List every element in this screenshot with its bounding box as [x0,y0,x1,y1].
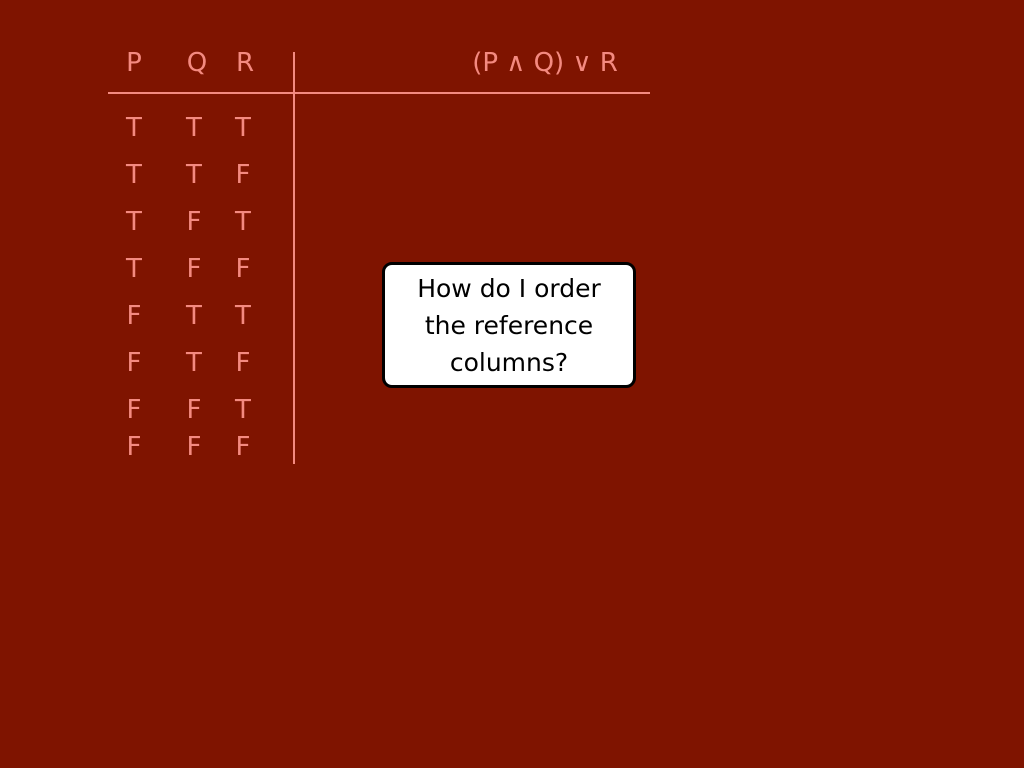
row-8-r: F [235,432,251,462]
row-4-r: F [235,254,251,284]
row-4-p: T [126,254,142,284]
row-1-p: T [126,113,142,143]
row-6-q: T [186,348,202,378]
row-8-q: F [186,432,202,462]
row-3-p: T [126,207,142,237]
header-q: Q [186,48,208,78]
header-r: R [235,48,255,78]
question-callout-text: How do I order the reference columns? [417,273,601,377]
row-1-r: T [235,113,251,143]
row-5-q: T [186,301,202,331]
header-divider [108,92,650,94]
row-8-p: F [126,432,142,462]
header-expression: (P ∧ Q) ∨ R [472,48,618,78]
question-callout: How do I order the reference columns? [382,262,636,388]
row-7-r: T [235,395,251,425]
row-2-q: T [186,160,202,190]
row-1-q: T [186,113,202,143]
row-7-p: F [126,395,142,425]
row-2-r: F [235,160,251,190]
row-4-q: F [186,254,202,284]
column-divider [293,52,295,464]
row-2-p: T [126,160,142,190]
row-6-r: F [235,348,251,378]
row-3-r: T [235,207,251,237]
row-3-q: F [186,207,202,237]
row-6-p: F [126,348,142,378]
row-5-p: F [126,301,142,331]
row-7-q: F [186,395,202,425]
header-p: P [126,48,142,78]
row-5-r: T [235,301,251,331]
